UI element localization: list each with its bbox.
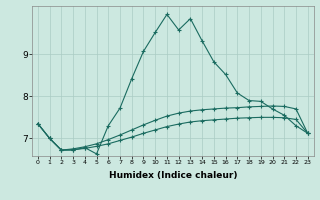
X-axis label: Humidex (Indice chaleur): Humidex (Indice chaleur) (108, 171, 237, 180)
